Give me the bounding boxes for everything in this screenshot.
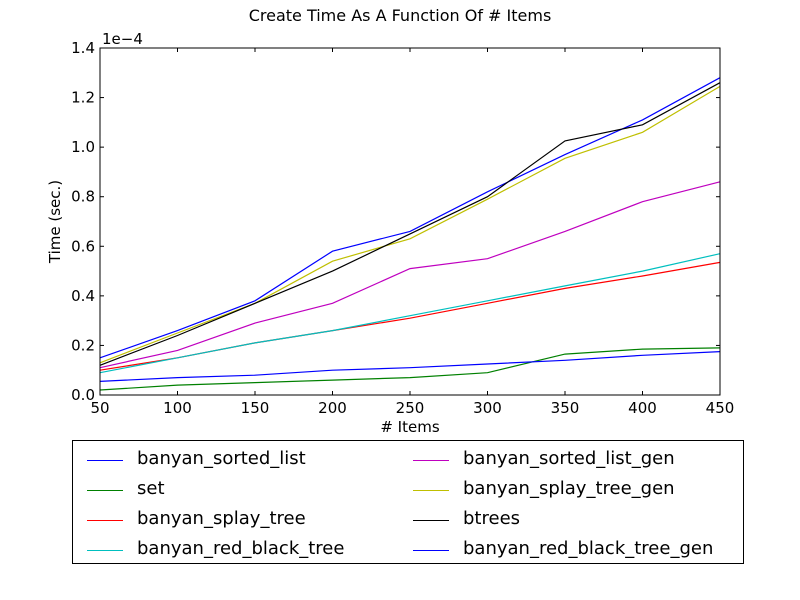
y-tick-label-0: 0.0	[71, 386, 95, 404]
y-tick-label-4: 0.8	[71, 188, 95, 206]
y-offset-label: 1e−4	[102, 30, 143, 48]
y-tick-label-2: 0.4	[71, 287, 95, 305]
legend-item: btrees	[399, 505, 729, 535]
legend-label: banyan_splay_tree_gen	[463, 478, 675, 499]
legend-swatch	[87, 520, 123, 521]
legend-item: banyan_sorted_list	[73, 445, 403, 475]
y-tick-label-5: 1.0	[71, 138, 95, 156]
chart-title: Create Time As A Function Of # Items	[248, 6, 552, 25]
series-line-1	[99, 347, 721, 391]
legend-swatch	[87, 460, 123, 461]
legend-item: banyan_red_black_tree	[73, 535, 403, 565]
legend-item: set	[73, 475, 403, 505]
chart-legend: banyan_sorted_list set banyan_splay_tree ba…	[72, 440, 744, 564]
legend-swatch	[413, 520, 449, 521]
x-tick-label-6: 350	[551, 399, 580, 417]
series-line-7	[99, 351, 721, 382]
x-tick-label-3: 200	[318, 399, 347, 417]
legend-swatch	[413, 550, 449, 551]
series-line-0	[99, 77, 721, 359]
legend-item: banyan_red_black_tree_gen	[399, 535, 729, 565]
legend-label: btrees	[463, 508, 521, 529]
legend-label: banyan_red_black_tree_gen	[463, 538, 714, 559]
x-tick-label-0: 50	[90, 399, 109, 417]
y-tick-label-7: 1.4	[71, 39, 95, 57]
legend-column-right: banyan_sorted_list_gen banyan_splay_tree_…	[399, 445, 729, 565]
legend-item: banyan_sorted_list_gen	[399, 445, 729, 475]
x-tick-label-5: 300	[473, 399, 502, 417]
x-tick-label-8: 450	[706, 399, 735, 417]
legend-swatch	[87, 550, 123, 551]
x-tick-label-2: 150	[241, 399, 270, 417]
series-line-3	[99, 253, 721, 374]
legend-swatch	[87, 490, 123, 491]
legend-label: banyan_sorted_list	[137, 448, 306, 469]
x-tick-label-4: 250	[396, 399, 425, 417]
x-tick-label-7: 400	[628, 399, 657, 417]
series-line-6	[99, 82, 721, 366]
legend-label: banyan_sorted_list_gen	[463, 448, 675, 469]
y-tick-label-1: 0.2	[71, 336, 95, 354]
y-tick-label-3: 0.6	[71, 237, 95, 255]
legend-swatch	[413, 460, 449, 461]
legend-label: banyan_red_black_tree	[137, 538, 345, 559]
legend-label: set	[137, 478, 165, 499]
legend-swatch	[413, 490, 449, 491]
series-line-5	[99, 85, 721, 364]
series-line-4	[99, 181, 721, 369]
legend-label: banyan_splay_tree	[137, 508, 306, 529]
x-tick-label-1: 100	[163, 399, 192, 417]
legend-item: banyan_splay_tree	[73, 505, 403, 535]
y-tick-label-6: 1.2	[71, 89, 95, 107]
legend-item: banyan_splay_tree_gen	[399, 475, 729, 505]
plot-frame	[99, 47, 721, 396]
x-axis-label: # Items	[380, 418, 439, 436]
y-axis-label: Time (sec.)	[46, 180, 64, 264]
